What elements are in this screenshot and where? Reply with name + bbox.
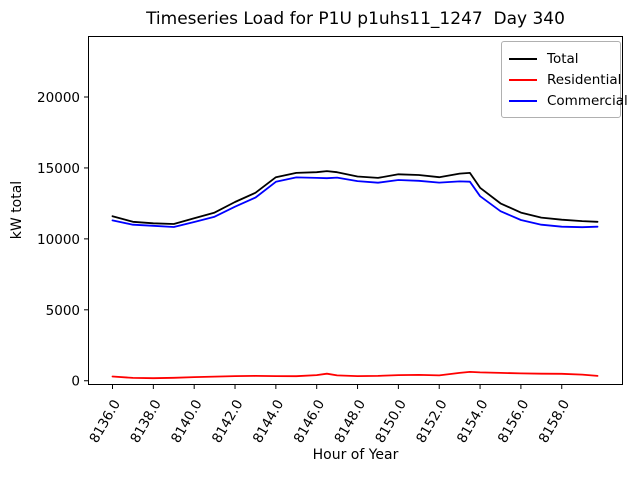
x-tick-label: 8138.0 xyxy=(127,397,164,446)
legend-swatch-residential xyxy=(509,78,537,81)
series-line-commercial xyxy=(111,176,599,229)
x-tick-label: 8148.0 xyxy=(332,397,369,446)
legend-label: Total xyxy=(547,50,579,67)
y-tick-label: 0 xyxy=(71,374,80,390)
legend: Total Residential Commercial xyxy=(501,41,628,118)
chart-title: Timeseries Load for P1U p1uhs11_1247 Day… xyxy=(146,9,565,29)
series-line-residential xyxy=(111,370,599,380)
series-line-total xyxy=(111,170,599,225)
y-tick-label: 5000 xyxy=(46,303,80,319)
x-tick-label: 8144.0 xyxy=(250,397,287,446)
y-tick-label: 10000 xyxy=(37,232,80,248)
x-tick-label: 8156.0 xyxy=(495,397,532,446)
legend-item-residential: Residential xyxy=(509,69,621,90)
x-tick-label: 8152.0 xyxy=(413,397,450,446)
y-tick-label: 15000 xyxy=(37,161,80,177)
x-tick-label: 8150.0 xyxy=(372,397,409,446)
legend-label: Residential xyxy=(547,71,622,88)
y-tick-label: 20000 xyxy=(37,90,80,106)
x-tick-label: 8154.0 xyxy=(454,397,491,446)
x-tick-label: 8142.0 xyxy=(209,397,246,446)
legend-label: Commercial xyxy=(547,92,628,109)
x-tick-label: 8158.0 xyxy=(536,397,573,446)
legend-item-commercial: Commercial xyxy=(509,90,628,111)
x-tick-label: 8136.0 xyxy=(86,397,123,446)
legend-swatch-total xyxy=(509,57,537,60)
x-tick-label: 8146.0 xyxy=(291,397,328,446)
x-tick-label: 8140.0 xyxy=(168,397,205,446)
x-axis-label: Hour of Year xyxy=(312,447,399,463)
legend-item-total: Total xyxy=(509,48,612,69)
legend-swatch-commercial xyxy=(509,99,537,102)
